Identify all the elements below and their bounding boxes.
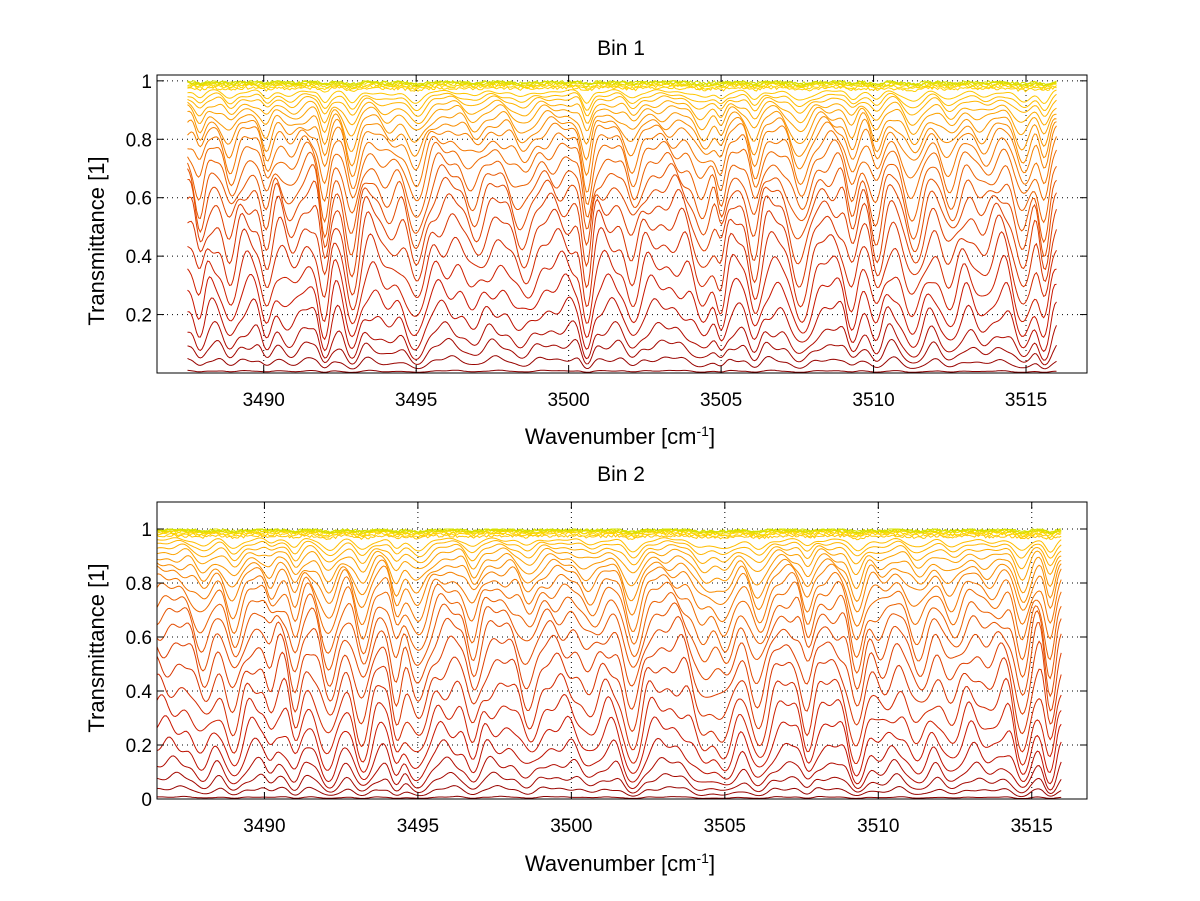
series-group-bin-1 [187,79,1057,373]
y-tick-label-3: 0.6 [126,628,152,649]
series-bin-1-4 [187,320,1057,361]
series-bin-1-10 [187,188,1057,278]
series-bin-2-8 [157,673,1062,753]
series-bin-2-2 [156,784,1062,798]
series-bin-2-18 [156,552,1062,594]
series-bin-2-14 [156,580,1062,645]
series-bin-1-12 [187,163,1057,244]
y-tick-label-1: 0.4 [126,247,153,268]
x-tick-label-5: 3515 [1011,816,1053,837]
subplot-bin-2: Bin 2 3490 3495 3500 3505 3510 3515 0 0.2 0.4 0.6… [84,463,1088,876]
series-bin-1-21 [187,95,1057,117]
ticks-bin-2: 3490 3495 3500 3505 3510 3515 0 0.2 0.4 0.6 0.8 1 [126,502,1087,837]
y-tick-label-0: 0.2 [126,306,152,327]
series-bin-1-9 [187,207,1057,296]
x-tick-label-4: 3510 [852,390,894,411]
series-bin-2-17 [156,558,1062,603]
x-tick-label-2: 3500 [547,390,589,411]
x-tick-label-4: 3510 [857,816,899,837]
series-bin-2-21 [156,539,1062,559]
series-bin-1-6 [187,273,1057,341]
series-bin-2-27 [156,528,1062,536]
series-bin-2-3 [156,771,1062,795]
subplot-bin-1: Bin 1 3490 3495 3500 3505 3510 3515 0.2 0.4 0.6 0… [84,37,1088,449]
series-bin-2-30 [156,528,1062,535]
x-tick-label-1: 3495 [395,390,437,411]
axes-frame-bin-2 [156,501,1088,800]
x-tick-label-0: 3490 [243,816,285,837]
chart-title-bin-1: Bin 1 [597,37,645,60]
series-bin-1-14 [187,139,1057,206]
axes-frame-bin-1 [156,74,1088,374]
series-bin-2-20 [156,543,1062,570]
series-bin-1-20 [187,99,1057,126]
x-tick-label-3: 3505 [704,816,746,837]
series-bin-2-9 [156,651,1062,735]
series-bin-1-25 [187,83,1057,91]
series-bin-1-17 [187,115,1057,167]
series-bin-1-5 [187,296,1057,353]
series-bin-1-11 [187,174,1057,258]
series-bin-1-1 [187,369,1057,373]
ticks-bin-1: 3490 3495 3500 3505 3510 3515 0.2 0.4 0.6 0.8 1 [126,72,1087,411]
x-tick-label-2: 3500 [550,816,592,837]
series-group-bin-2 [156,528,1062,799]
series-bin-2-22 [156,537,1062,553]
plot-area-bin-1: 3490 3495 3500 3505 3510 3515 0.2 0.4 0.6 0.8 1 [126,72,1088,411]
series-bin-2-19 [156,547,1062,581]
series-bin-1-30 [187,80,1057,86]
series-bin-2-16 [156,563,1062,616]
y-tick-label-0: 0 [141,790,152,811]
series-bin-2-10 [156,633,1062,715]
series-bin-2-7 [156,693,1062,766]
y-tick-label-3: 0.8 [126,130,152,151]
series-bin-1-8 [187,226,1057,311]
series-bin-1-13 [187,151,1057,224]
x-axis-label-bin-2: Wavenumber [cm-1] [525,850,715,876]
series-bin-2-11 [156,615,1062,698]
x-tick-label-3: 3505 [700,390,742,411]
series-bin-1-24 [187,85,1057,93]
series-bin-2-12 [156,602,1062,680]
series-bin-2-6 [156,715,1062,777]
series-bin-1-19 [187,104,1057,137]
series-bin-2-5 [156,736,1062,785]
y-axis-label-bin-2: Transmittance [1] [84,563,109,732]
series-bin-1-7 [187,249,1057,325]
series-bin-1-2 [187,355,1057,370]
x-tick-label-5: 3515 [1005,390,1047,411]
series-bin-2-1 [157,795,1062,799]
series-bin-1-23 [187,89,1057,105]
y-tick-label-2: 0.4 [126,682,153,703]
series-bin-1-15 [187,130,1057,193]
series-bin-1-18 [187,109,1057,152]
y-axis-label-bin-1: Transmittance [1] [84,156,109,325]
y-tick-label-2: 0.6 [126,189,152,210]
series-bin-2-15 [156,571,1062,632]
x-tick-label-0: 3490 [243,390,285,411]
plot-area-bin-2: 3490 3495 3500 3505 3510 3515 0 0.2 0.4 0.6 0.8 1 [126,501,1088,837]
y-tick-label-5: 1 [141,520,152,541]
series-bin-2-4 [156,755,1062,791]
series-bin-1-3 [187,337,1057,366]
y-tick-label-4: 0.8 [126,574,152,595]
series-bin-2-13 [156,591,1062,661]
y-tick-label-4: 1 [141,72,152,93]
series-bin-2-23 [156,533,1062,541]
series-bin-2-24 [156,531,1062,539]
chart-title-bin-2: Bin 2 [597,463,645,486]
x-axis-label-bin-1: Wavenumber [cm-1] [525,423,715,449]
x-tick-label-1: 3495 [397,816,439,837]
series-bin-1-22 [187,92,1057,112]
series-bin-1-16 [187,121,1057,178]
y-tick-label-1: 0.2 [126,736,152,757]
